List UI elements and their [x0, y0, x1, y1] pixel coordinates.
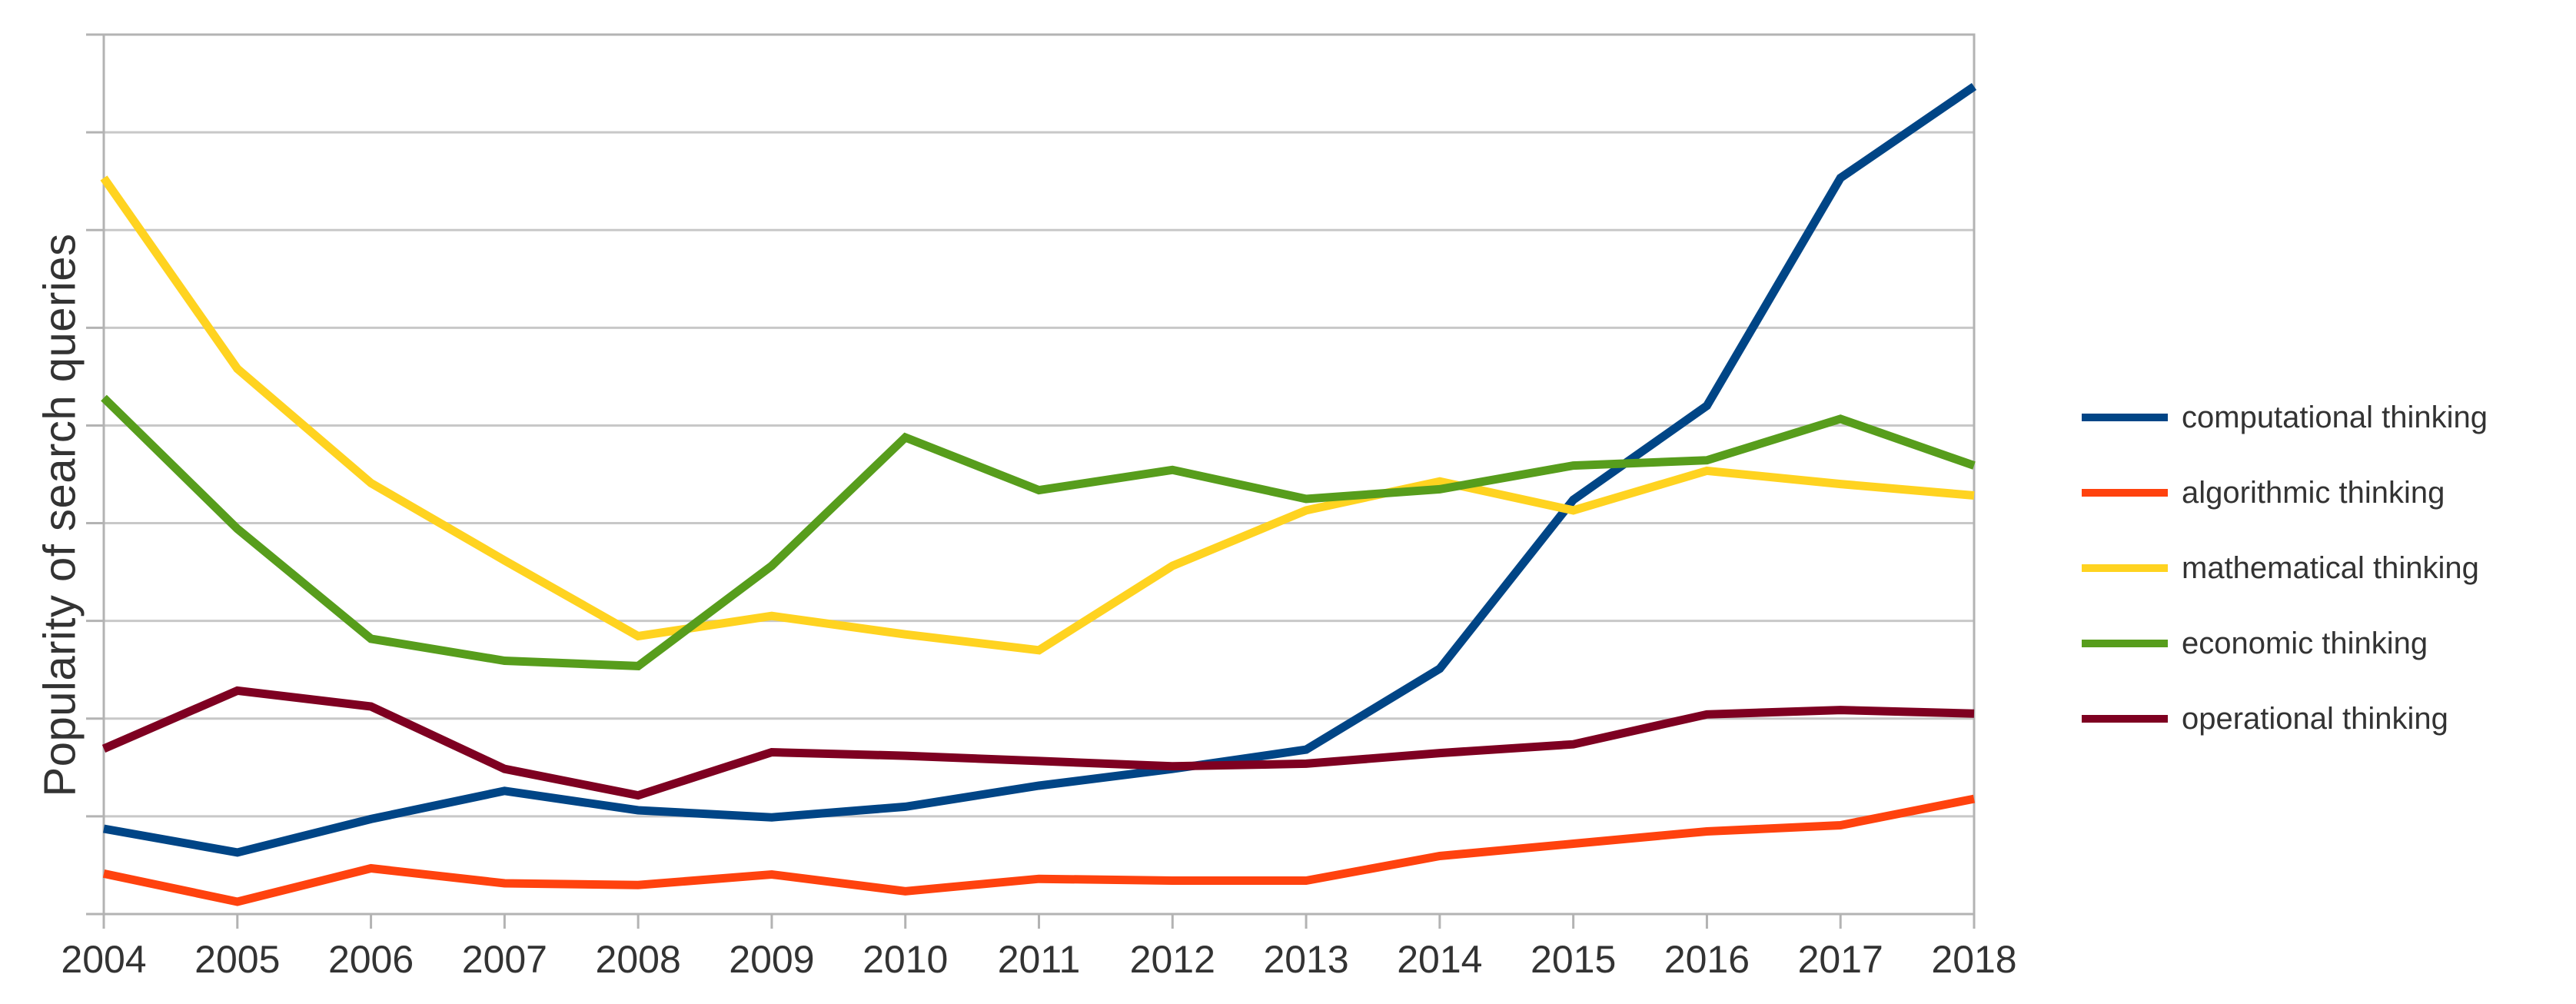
legend-label: algorithmic thinking [2182, 475, 2445, 510]
series-line-mathematical-thinking [100, 175, 1975, 655]
series-line-algorithmic-thinking [102, 794, 1976, 906]
legend-swatch-icon [2082, 564, 2168, 572]
x-axis-label: 2017 [1797, 938, 1883, 981]
x-axis-label: 2004 [61, 938, 147, 981]
series-line-operational-thinking [101, 686, 1975, 800]
x-axis-label: 2010 [863, 938, 949, 981]
series-line-economic-thinking [101, 394, 1976, 670]
legend-swatch-icon [2082, 414, 2168, 421]
legend-swatch-icon [2082, 715, 2168, 723]
legend-label: operational thinking [2182, 701, 2448, 736]
x-axis-label: 2006 [327, 938, 414, 981]
x-axis-label: 2008 [595, 938, 681, 981]
legend-item: operational thinking [2082, 696, 2448, 742]
x-axis-label: 2007 [461, 938, 547, 981]
legend-label: economic thinking [2182, 626, 2428, 660]
x-axis-label: 2016 [1664, 938, 1750, 981]
x-axis-label: 2005 [194, 938, 281, 981]
legend-item: economic thinking [2082, 620, 2428, 667]
legend-item: computational thinking [2082, 394, 2488, 440]
legend-label: computational thinking [2182, 400, 2488, 434]
x-axis-label: 2018 [1931, 938, 2017, 981]
legend-item: mathematical thinking [2082, 545, 2479, 591]
legend-swatch-icon [2082, 489, 2168, 497]
y-axis-title: Popularity of search queries [35, 233, 85, 797]
legend-swatch-icon [2082, 640, 2168, 647]
legend-item: algorithmic thinking [2082, 470, 2445, 516]
x-axis-label: 2015 [1531, 938, 1617, 981]
series-line-computational-thinking [103, 82, 1977, 857]
x-axis-label: 2013 [1263, 938, 1349, 981]
legend-label: mathematical thinking [2182, 550, 2479, 585]
x-axis-label: 2014 [1397, 938, 1483, 981]
x-axis-label: 2009 [729, 938, 815, 981]
x-axis-label: 2012 [1129, 938, 1215, 981]
x-axis-label: 2011 [997, 938, 1081, 981]
